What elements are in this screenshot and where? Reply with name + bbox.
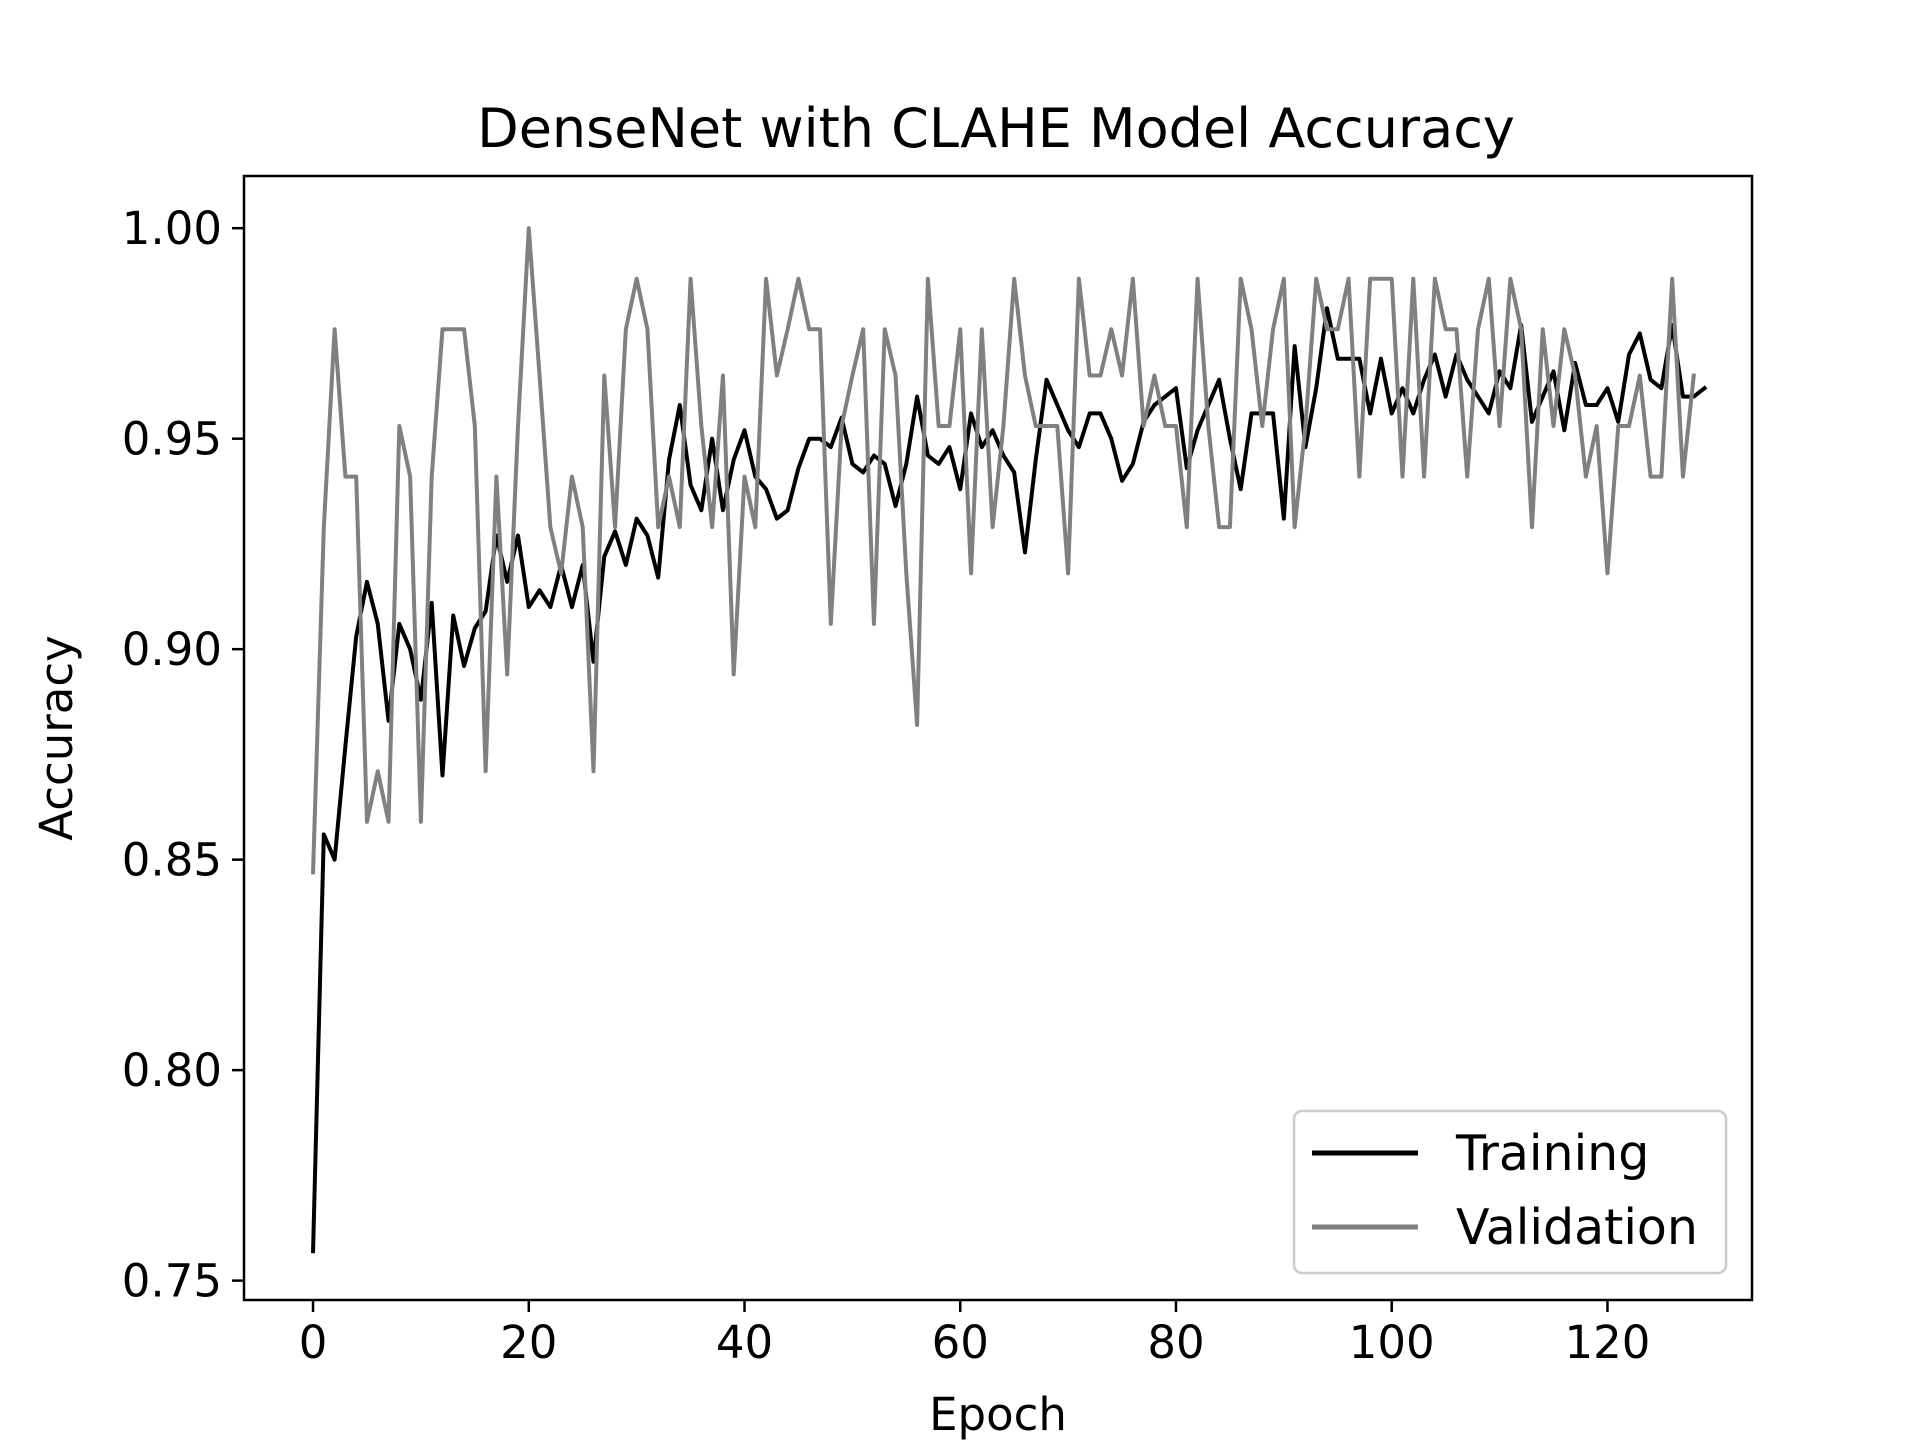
x-tick-label: 80 [1147,1316,1204,1369]
chart-title: DenseNet with CLAHE Model Accuracy [477,97,1515,160]
x-tick-label: 20 [500,1316,557,1369]
y-tick-label: 0.80 [122,1044,222,1097]
plot-area [310,226,1708,1254]
series-line-validation [310,226,1696,875]
x-tick-label: 40 [716,1316,773,1369]
x-axis-title: Epoch [929,1388,1067,1440]
legend-label-validation: Validation [1456,1199,1698,1256]
plot-frame [242,174,1754,1302]
y-tick-label: 0.85 [122,834,222,887]
x-tick-label: 60 [932,1316,989,1369]
legend: Training Validation [1292,1109,1728,1275]
y-axis-title: Accuracy [30,635,83,840]
x-axis-ticks: 0 20 40 60 80 100 120 [299,1300,1651,1369]
x-tick-label: 120 [1565,1316,1651,1369]
y-axis-ticks: 0.75 0.80 0.85 0.90 0.95 1.00 [122,202,244,1308]
legend-label-training: Training [1455,1125,1649,1182]
y-tick-label: 0.90 [122,623,222,676]
x-tick-label: 0 [299,1316,328,1369]
y-tick-label: 0.95 [122,413,222,466]
y-tick-label: 0.75 [122,1255,222,1308]
x-tick-label: 100 [1349,1316,1435,1369]
y-tick-label: 1.00 [122,202,222,255]
